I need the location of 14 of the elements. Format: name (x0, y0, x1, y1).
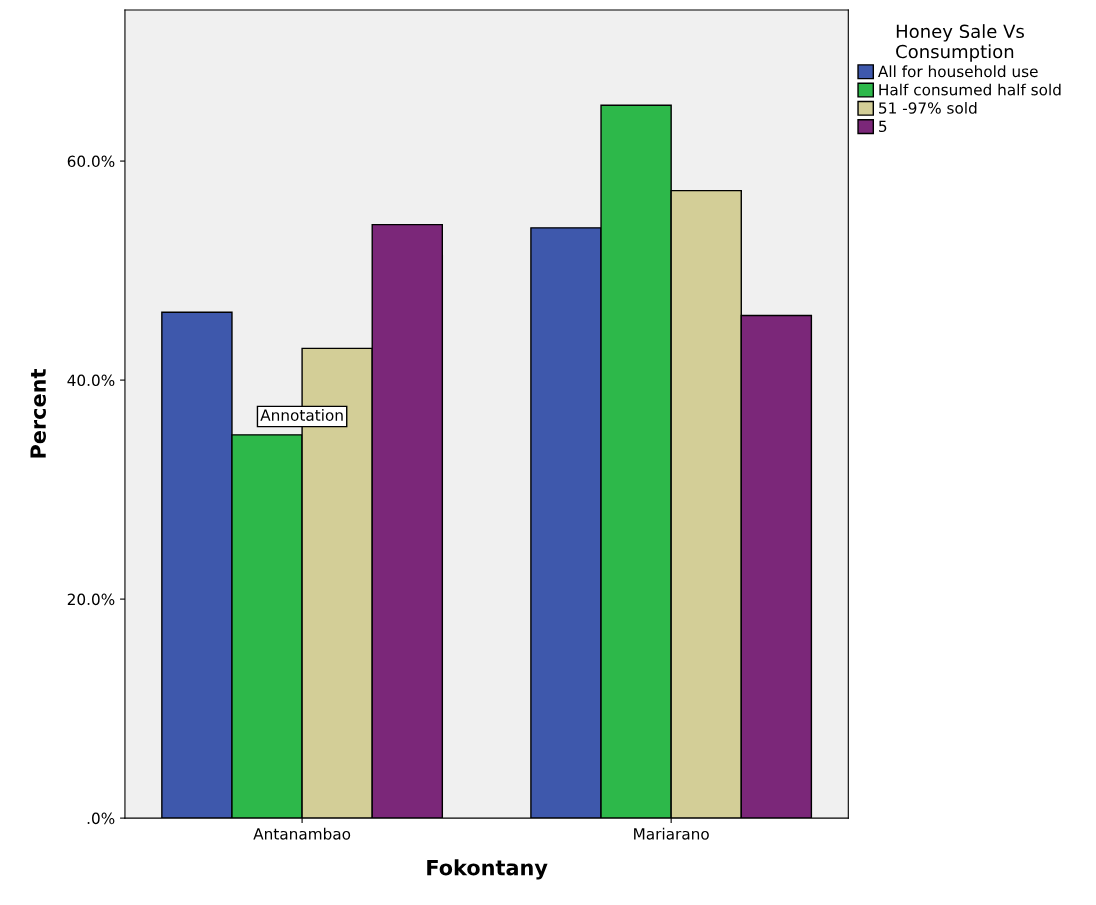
y-tick-label: .0% (87, 812, 115, 825)
x-tick-label: Antanambao (253, 827, 351, 840)
legend-label: 51 -97% sold (879, 101, 977, 114)
legend-label: 5 (879, 120, 887, 133)
x-tick-label: Mariarano (634, 827, 709, 840)
y-tick-label: 20.0% (67, 593, 115, 606)
x-axis-title: Fokontany (427, 859, 548, 880)
legend-title: Honey Sale Vs Consumption (896, 24, 1024, 62)
y-tick-label: 60.0% (67, 155, 115, 168)
y-tick-label: 40.0% (67, 374, 115, 387)
legend-label: All for household use (878, 65, 1038, 78)
legend-label: Half consumed half sold (879, 83, 1061, 96)
annotation: Annotation (260, 409, 343, 421)
y-axis-title: Percent (30, 369, 46, 458)
